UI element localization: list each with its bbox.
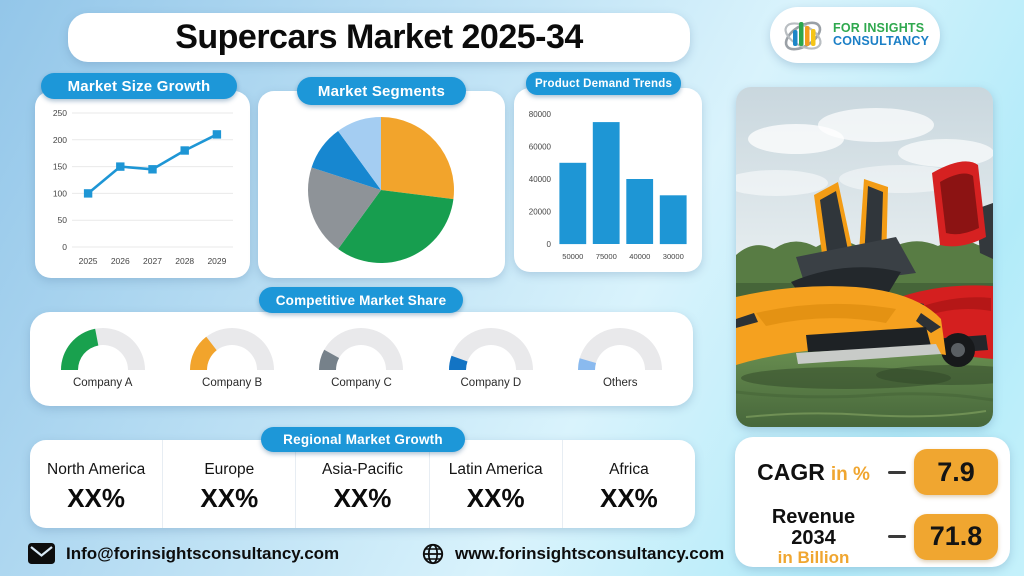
- region-value: XX%: [466, 482, 525, 513]
- svg-text:250: 250: [53, 108, 67, 118]
- company-logo: FOR INSIGHTS CONSULTANCY: [770, 7, 940, 63]
- globe-icon: [422, 543, 444, 565]
- logo-line2: CONSULTANCY: [833, 34, 930, 48]
- region-north-america: North America XX%: [30, 440, 162, 528]
- header-competitive-market-share: Competitive Market Share: [259, 287, 463, 313]
- competitive-market-share-card: Company A Company B Company C Company D Othe…: [30, 312, 693, 406]
- region-africa: Africa XX%: [561, 440, 695, 528]
- footer-website-item: www.forinsightsconsultancy.com: [422, 543, 724, 565]
- logo-text: FOR INSIGHTS CONSULTANCY: [833, 20, 930, 49]
- gauge-label: Others: [602, 377, 638, 389]
- gauge-arc: [448, 328, 533, 370]
- gauge-arc: [319, 328, 404, 370]
- region-europe: Europe XX%: [162, 440, 295, 528]
- page-title: Supercars Market 2025-34: [175, 18, 583, 56]
- svg-text:0: 0: [62, 242, 67, 252]
- stats-card: CAGR in % 7.9 Revenue 2034 in Billion 71.…: [735, 437, 1010, 567]
- region-name: Asia-Pacific: [322, 460, 403, 478]
- cagr-unit-text: in %: [830, 463, 870, 485]
- title-card: Supercars Market 2025-34: [68, 13, 690, 62]
- svg-text:200: 200: [53, 135, 67, 145]
- region-value: XX%: [600, 482, 658, 513]
- region-latin-america: Latin America XX%: [428, 440, 562, 528]
- svg-text:50: 50: [58, 215, 68, 225]
- gauge-label: Company B: [202, 377, 263, 389]
- logo-line1: FOR INSIGHTS: [833, 20, 925, 35]
- line-chart-market-size: 0 50 100 150 200 250 2025 2026 2027 2028 2029: [53, 108, 233, 266]
- gauge-company-a: Company A: [40, 322, 166, 389]
- svg-text:80000: 80000: [529, 110, 552, 119]
- region-value: XX%: [67, 482, 125, 513]
- gauge-others: Others: [557, 322, 683, 389]
- gauge-company-c: Company C: [298, 322, 424, 389]
- region-name: Africa: [609, 460, 649, 478]
- supercars-photo: [736, 87, 993, 427]
- gauge-arc: [578, 328, 663, 370]
- cagr-value-box: 7.9: [914, 449, 998, 495]
- svg-text:20000: 20000: [529, 208, 552, 217]
- region-name: Latin America: [448, 460, 543, 478]
- bar-chart-product-demand: 0 20000 40000 60000 80000 50000 75000 40000 3000…: [529, 110, 687, 261]
- header-market-segments: Market Segments: [297, 77, 466, 105]
- gauge-arc: [190, 328, 275, 370]
- svg-text:2029: 2029: [207, 256, 226, 266]
- supercars-illustration: [736, 87, 993, 427]
- gauge-company-b: Company B: [169, 322, 295, 389]
- svg-text:100: 100: [53, 188, 67, 198]
- market-segments-card: [258, 91, 505, 278]
- svg-text:0: 0: [547, 240, 552, 249]
- revenue-unit-text: in Billion: [777, 548, 850, 567]
- svg-text:150: 150: [53, 162, 67, 172]
- gauge-label: Company A: [72, 377, 133, 389]
- footer-email-item: Info@forinsightsconsultancy.com: [28, 543, 339, 564]
- product-demand-trends-card: 0 20000 40000 60000 80000 50000 75000 40000 3000…: [514, 88, 702, 272]
- gauge-label: Company D: [460, 377, 522, 389]
- region-value: XX%: [200, 482, 259, 513]
- svg-text:40000: 40000: [529, 175, 552, 184]
- gauge-label: Company C: [331, 377, 392, 389]
- dash: [888, 535, 906, 539]
- svg-text:40000: 40000: [629, 252, 650, 261]
- email-icon: [28, 543, 55, 564]
- region-value: XX%: [333, 482, 392, 513]
- header-product-demand-trends: Product Demand Trends: [526, 72, 681, 95]
- cagr-label-text: CAGR: [757, 458, 825, 485]
- region-name: Europe: [204, 460, 255, 478]
- revenue-label-text: Revenue 2034: [771, 506, 856, 549]
- website-address[interactable]: www.forinsightsconsultancy.com: [455, 544, 725, 563]
- market-size-growth-card: 0 50 100 150 200 250 2025 2026 2027 2028 2029: [35, 91, 250, 278]
- region-asia-pacific: Asia-Pacific XX%: [295, 440, 428, 528]
- gauge-company-d: Company D: [428, 322, 554, 389]
- svg-text:2028: 2028: [175, 256, 194, 266]
- svg-text:60000: 60000: [529, 143, 552, 152]
- dash: [888, 470, 906, 474]
- revenue-label: Revenue 2034 in Billion: [747, 507, 880, 567]
- svg-text:30000: 30000: [663, 252, 684, 261]
- svg-text:2027: 2027: [143, 256, 162, 266]
- cagr-row: CAGR in % 7.9: [747, 449, 998, 495]
- logo-barchart-icon: [784, 21, 822, 51]
- header-market-size-growth: Market Size Growth: [41, 73, 237, 99]
- gauge-arc: [60, 328, 145, 370]
- regional-market-growth-card: North America XX% Europe XX% Asia-Pacifi…: [30, 440, 695, 528]
- svg-text:75000: 75000: [596, 252, 617, 261]
- header-regional-market-growth: Regional Market Growth: [261, 427, 465, 452]
- svg-text:2026: 2026: [111, 256, 130, 266]
- pie-chart-market-segments: [307, 117, 454, 263]
- svg-text:2025: 2025: [79, 256, 98, 266]
- revenue-row: Revenue 2034 in Billion 71.8: [747, 507, 998, 567]
- revenue-value-box: 71.8: [914, 513, 998, 560]
- cagr-label: CAGR in %: [747, 458, 880, 485]
- svg-text:50000: 50000: [562, 252, 583, 261]
- email-address[interactable]: Info@forinsightsconsultancy.com: [66, 543, 340, 563]
- region-name: North America: [47, 460, 146, 478]
